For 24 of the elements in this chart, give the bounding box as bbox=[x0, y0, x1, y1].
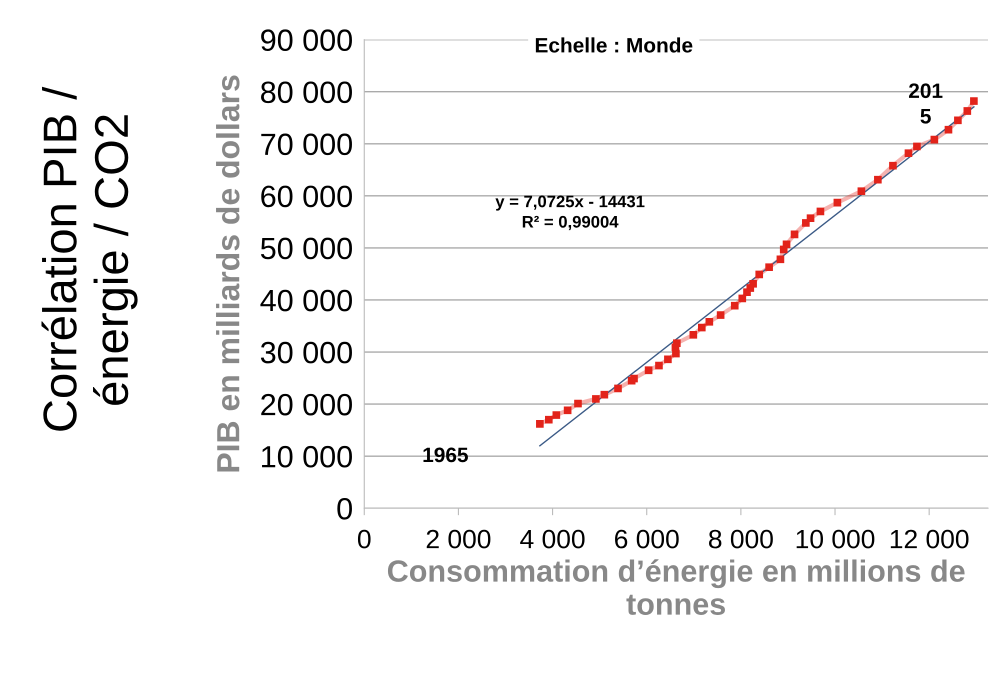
x-tick-label: 4 000 bbox=[520, 530, 585, 548]
x-tick-label: 6 000 bbox=[615, 530, 679, 548]
x-tick-label: 2 000 bbox=[426, 530, 490, 548]
y-tick-label: 90 000 bbox=[261, 29, 352, 52]
text: Corrélation PIB / énergie / CO2 bbox=[41, 86, 138, 431]
y-tick-label: 50 000 bbox=[260, 238, 352, 260]
annotation: 201 5 bbox=[908, 83, 942, 124]
annotation: 1965 bbox=[424, 448, 468, 462]
x-axis-title: Consommation d’énergie en millions de tonnes bbox=[388, 559, 965, 615]
y-tick-label: 20 000 bbox=[261, 394, 352, 416]
y-axis-title: PIB en milliards de dollars bbox=[216, 76, 240, 472]
y-tick-label: 70 000 bbox=[261, 134, 352, 156]
y-tick-label: 60 000 bbox=[261, 186, 352, 208]
y-tick-label: 10 000 bbox=[262, 446, 352, 468]
annotation: y = 7,0725x - 14431 R² = 0,99004 bbox=[495, 196, 644, 230]
x-tick-label: 0 bbox=[358, 530, 371, 548]
x-tick-label: 12 000 bbox=[890, 530, 969, 548]
chart-title: Echelle : Monde bbox=[536, 37, 692, 53]
x-tick-label: 10 000 bbox=[796, 530, 874, 548]
y-tick-label: 30 000 bbox=[260, 342, 352, 364]
y-tick-label: 40 000 bbox=[260, 290, 352, 312]
y-tick-label: 0 bbox=[337, 498, 352, 520]
y-tick-label: 80 000 bbox=[261, 81, 352, 104]
x-tick-label: 8 000 bbox=[709, 530, 773, 548]
